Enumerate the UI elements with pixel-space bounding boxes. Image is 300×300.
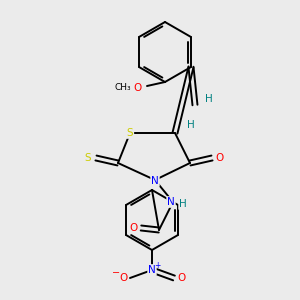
Text: O: O bbox=[177, 273, 185, 283]
Text: O: O bbox=[119, 273, 127, 283]
Text: H: H bbox=[205, 94, 213, 104]
Text: CH₃: CH₃ bbox=[115, 83, 131, 92]
Text: S: S bbox=[85, 153, 91, 163]
Text: N: N bbox=[148, 265, 156, 275]
Text: O: O bbox=[133, 83, 141, 93]
Text: N: N bbox=[167, 197, 175, 207]
Text: H: H bbox=[187, 120, 195, 130]
Text: O: O bbox=[215, 153, 223, 163]
Text: +: + bbox=[154, 260, 160, 269]
Text: −: − bbox=[112, 268, 120, 278]
Text: S: S bbox=[127, 128, 133, 138]
Text: N: N bbox=[151, 176, 159, 186]
Text: O: O bbox=[129, 223, 137, 233]
Text: H: H bbox=[179, 199, 187, 209]
